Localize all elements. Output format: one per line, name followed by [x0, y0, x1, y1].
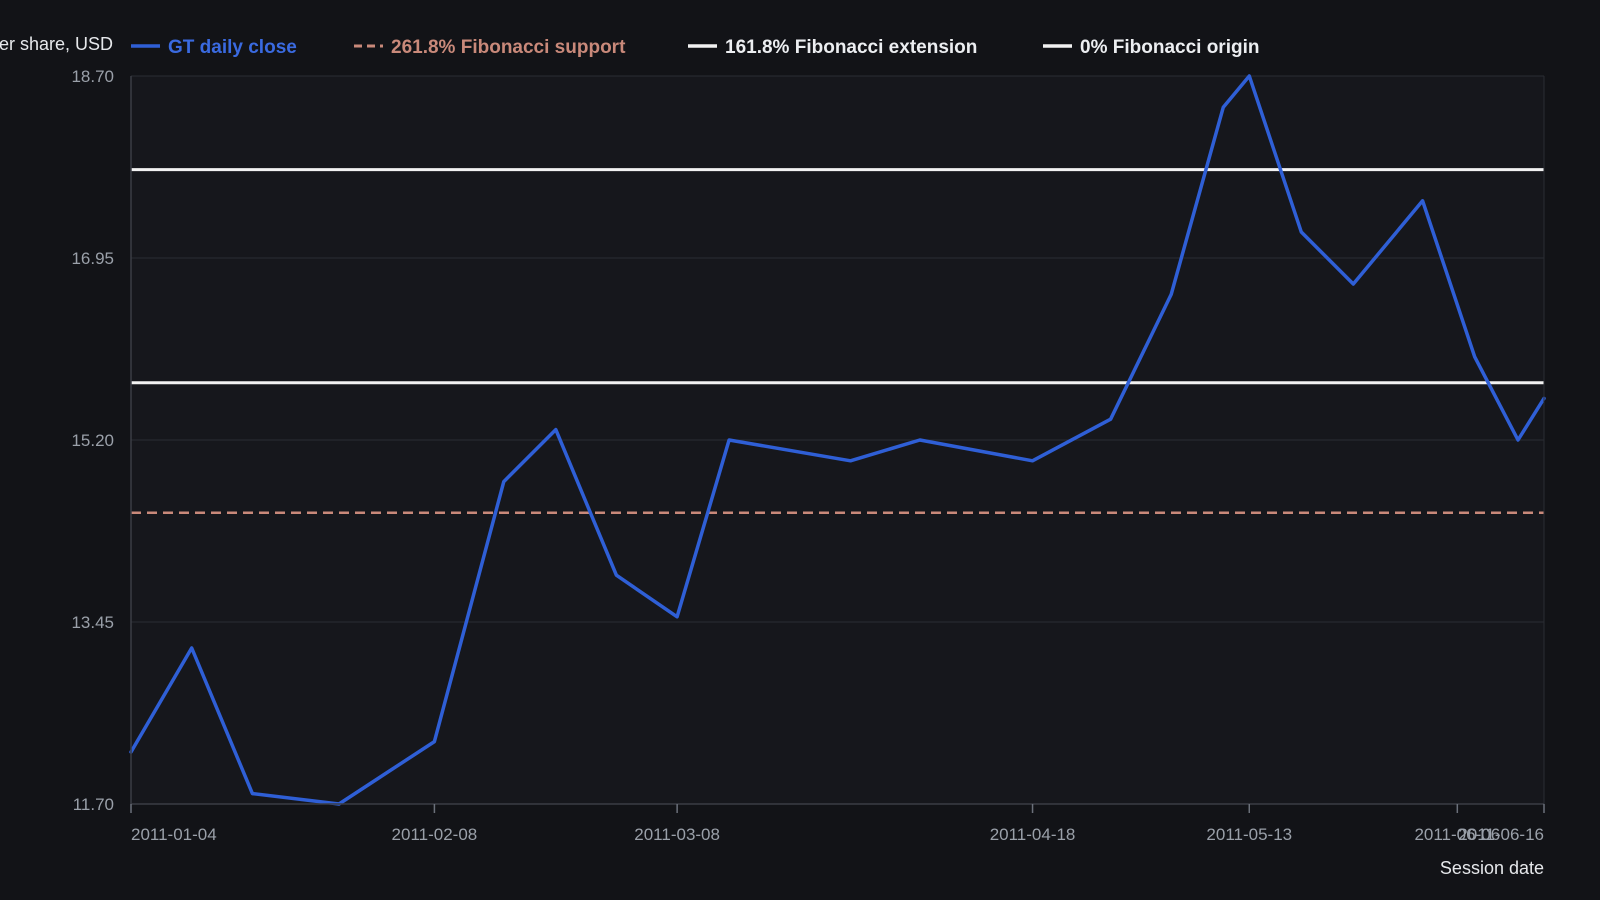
legend-label-extension: 161.8% Fibonacci extension [725, 37, 977, 58]
x-tick-label: 2011-04-18 [990, 825, 1076, 844]
x-tick-label: 2011-03-08 [634, 825, 720, 844]
y-tick-label: 18.70 [71, 67, 114, 86]
x-tick-label: 2011-05-13 [1206, 825, 1292, 844]
legend-label-origin: 0% Fibonacci origin [1080, 37, 1259, 58]
series-layer [129, 74, 1546, 806]
reference-lines [131, 168, 1544, 515]
x-tick-label: 2011-06-06 [1414, 825, 1500, 844]
close-price-line [129, 74, 1546, 806]
x-tick-label: 2011-06-16 [1458, 825, 1544, 844]
x-tick-label: 2011-01-04 [131, 825, 217, 844]
axes: 11.70 13.45 15.20 16.95 18.70 2011-01-04 2011-… [71, 67, 1545, 844]
legend-label-support: 261.8% Fibonacci support [391, 37, 626, 58]
y-tick-label: 11.70 [73, 795, 114, 814]
legend-label-close: GT daily close [168, 37, 297, 58]
y-axis-title: Price per share, USD [0, 34, 113, 54]
y-tick-label: 16.95 [71, 249, 114, 268]
y-tick-label: 15.20 [71, 431, 114, 450]
x-axis-title: Session date [1440, 858, 1544, 878]
legend: GT daily close 261.8% Fibonacci support … [131, 37, 1259, 58]
x-tick-label: 2011-02-08 [392, 825, 478, 844]
y-tick-label: 13.45 [71, 613, 114, 632]
